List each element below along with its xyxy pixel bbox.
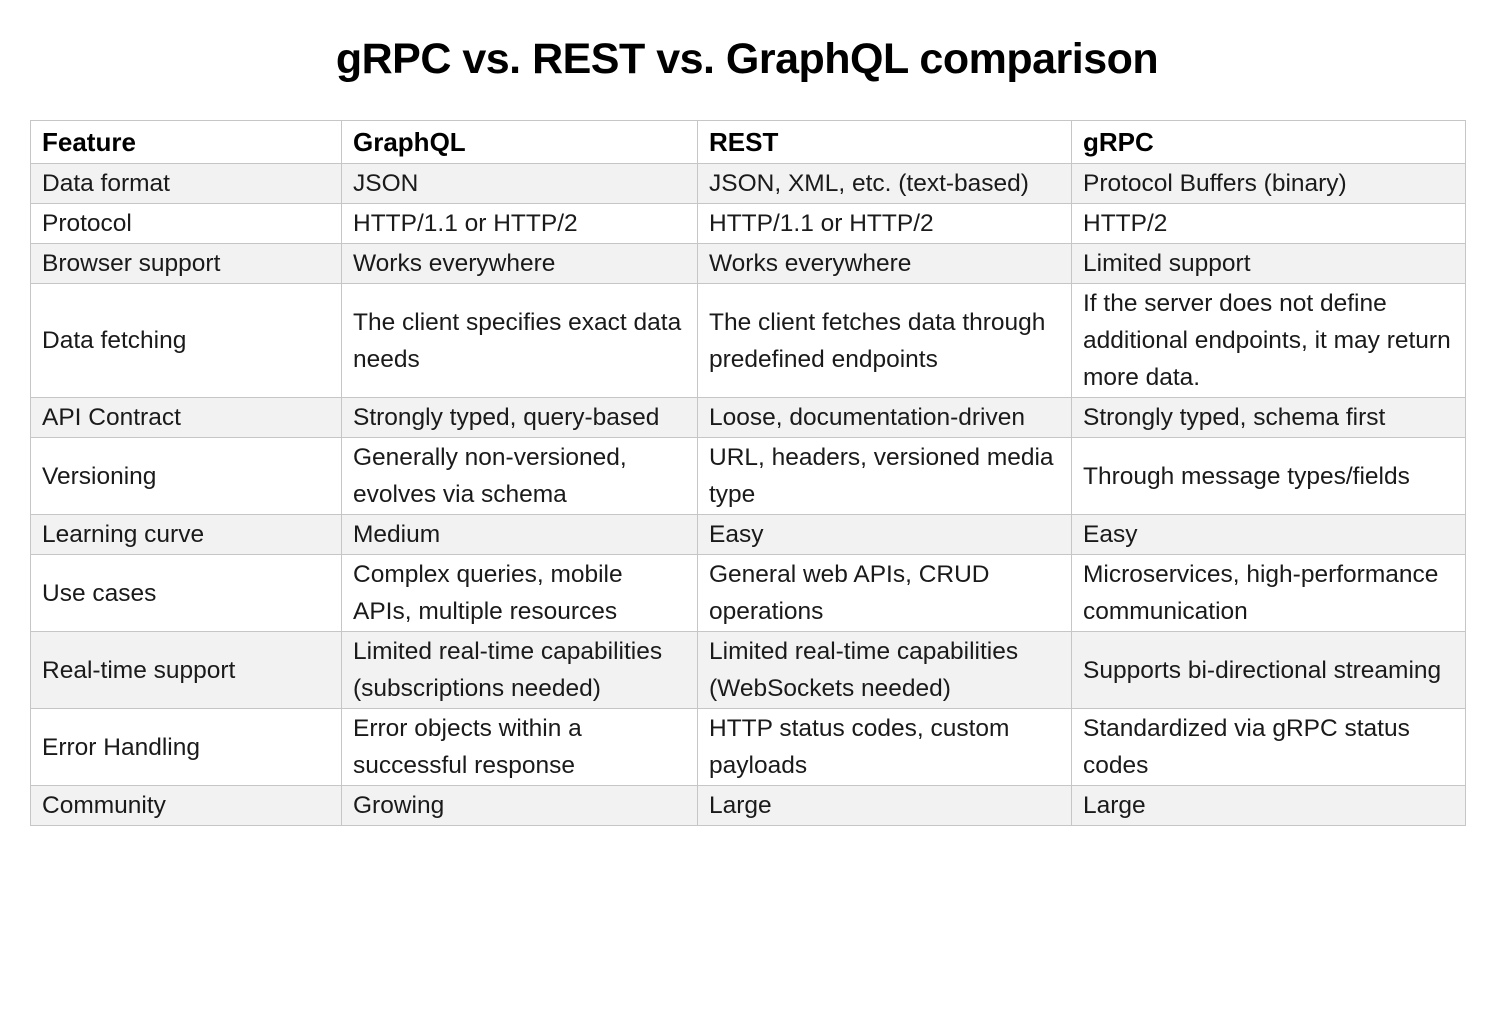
value-cell: Standardized via gRPC status codes <box>1071 708 1466 786</box>
comparison-table: Feature GraphQL REST gRPC Data format JSO… <box>30 120 1466 826</box>
value-cell: URL, headers, versioned media type <box>697 437 1072 515</box>
value-cell: Error objects within a successful respon… <box>341 708 698 786</box>
value-cell: JSON <box>341 163 698 204</box>
feature-cell: Versioning <box>30 437 342 515</box>
column-header-grpc: gRPC <box>1071 120 1466 164</box>
value-cell: Growing <box>341 785 698 826</box>
value-cell: Limited real-time capabilities (WebSocke… <box>697 631 1072 709</box>
feature-cell: API Contract <box>30 397 342 438</box>
value-cell: Large <box>1071 785 1466 826</box>
feature-cell: Browser support <box>30 243 342 284</box>
feature-cell: Protocol <box>30 203 342 244</box>
value-cell: Easy <box>1071 514 1466 555</box>
value-cell: Protocol Buffers (binary) <box>1071 163 1466 204</box>
value-cell: Works everywhere <box>341 243 698 284</box>
value-cell: General web APIs, CRUD operations <box>697 554 1072 632</box>
column-header-graphql: GraphQL <box>341 120 698 164</box>
table-row: Learning curve Medium Easy Easy <box>30 514 1466 555</box>
value-cell: Complex queries, mobile APIs, multiple r… <box>341 554 698 632</box>
value-cell: The client fetches data through predefin… <box>697 283 1072 398</box>
table-row: Browser support Works everywhere Works eve… <box>30 243 1466 284</box>
value-cell: Strongly typed, schema first <box>1071 397 1466 438</box>
table-row: API Contract Strongly typed, query-based L… <box>30 397 1466 438</box>
value-cell: Loose, documentation-driven <box>697 397 1072 438</box>
value-cell: HTTP/1.1 or HTTP/2 <box>341 203 698 244</box>
value-cell: HTTP/2 <box>1071 203 1466 244</box>
feature-cell: Community <box>30 785 342 826</box>
value-cell: Limited support <box>1071 243 1466 284</box>
value-cell: HTTP status codes, custom payloads <box>697 708 1072 786</box>
table-row: Protocol HTTP/1.1 or HTTP/2 HTTP/1.1 or HT… <box>30 203 1466 244</box>
value-cell: Supports bi-directional streaming <box>1071 631 1466 709</box>
value-cell: The client specifies exact data needs <box>341 283 698 398</box>
value-cell: Easy <box>697 514 1072 555</box>
value-cell: Medium <box>341 514 698 555</box>
table-row: Use cases Complex queries, mobile APIs, m… <box>30 554 1466 632</box>
feature-cell: Data fetching <box>30 283 342 398</box>
column-header-feature: Feature <box>30 120 342 164</box>
value-cell: Works everywhere <box>697 243 1072 284</box>
value-cell: Through message types/fields <box>1071 437 1466 515</box>
feature-cell: Error Handling <box>30 708 342 786</box>
table-row: Error Handling Error objects within a suc… <box>30 708 1466 786</box>
feature-cell: Use cases <box>30 554 342 632</box>
table-row: Community Growing Large Large <box>30 785 1466 826</box>
value-cell: If the server does not define additional… <box>1071 283 1466 398</box>
page-title: gRPC vs. REST vs. GraphQL comparison <box>335 35 1159 83</box>
table-row: Data fetching The client specifies exact … <box>30 283 1466 398</box>
value-cell: Large <box>697 785 1072 826</box>
value-cell: Microservices, high-performance communic… <box>1071 554 1466 632</box>
value-cell: Generally non-versioned, evolves via sch… <box>341 437 698 515</box>
column-header-rest: REST <box>697 120 1072 164</box>
header-row: Feature GraphQL REST gRPC <box>30 120 1466 164</box>
table-row: Data format JSON JSON, XML, etc. (text-bas… <box>30 163 1466 204</box>
value-cell: Strongly typed, query-based <box>341 397 698 438</box>
value-cell: JSON, XML, etc. (text-based) <box>697 163 1072 204</box>
value-cell: Limited real-time capabilities (subscrip… <box>341 631 698 709</box>
table-row: Real-time support Limited real-time capab… <box>30 631 1466 709</box>
feature-cell: Learning curve <box>30 514 342 555</box>
table-row: Versioning Generally non-versioned, evolv… <box>30 437 1466 515</box>
feature-cell: Data format <box>30 163 342 204</box>
feature-cell: Real-time support <box>30 631 342 709</box>
value-cell: HTTP/1.1 or HTTP/2 <box>697 203 1072 244</box>
